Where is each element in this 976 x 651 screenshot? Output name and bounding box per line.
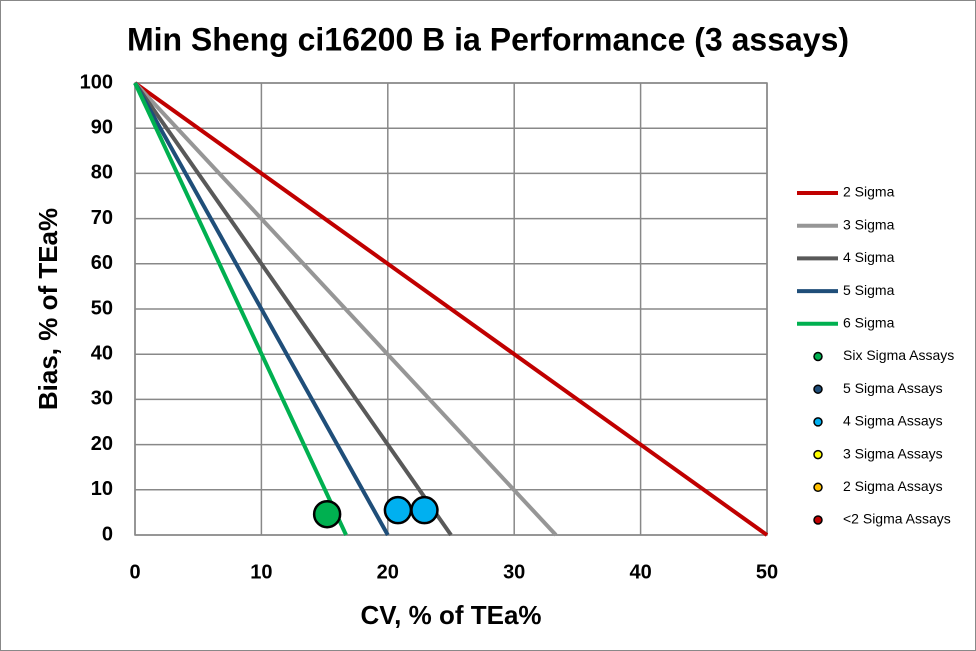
legend-label: Six Sigma Assays	[843, 347, 954, 363]
legend-label: 4 Sigma	[843, 249, 895, 265]
legend-swatch	[813, 449, 823, 460]
legend-swatch	[813, 351, 823, 362]
assay-point	[410, 495, 439, 525]
legend-label: 3 Sigma Assays	[843, 445, 943, 461]
legend-label: 5 Sigma Assays	[843, 380, 943, 396]
x-tick-label: 50	[756, 561, 778, 583]
legend-label: 5 Sigma	[843, 282, 895, 298]
legend-label: 3 Sigma	[843, 216, 895, 232]
x-tick-label: 10	[250, 561, 272, 583]
legend-label: <2 Sigma Assays	[843, 511, 951, 527]
sigma-line	[133, 82, 348, 536]
x-tick-label: 20	[377, 561, 399, 583]
y-tick-label: 0	[102, 523, 113, 545]
y-tick-label: 70	[91, 207, 113, 229]
sigma-line	[133, 82, 390, 536]
y-tick-label: 80	[91, 162, 113, 184]
legend-label: 2 Sigma Assays	[843, 478, 943, 494]
legend-swatch	[813, 515, 823, 525]
y-axis-label: Bias, % of TEa%	[33, 208, 63, 410]
legend-label: 4 Sigma Assays	[843, 413, 943, 429]
y-tick-label: 40	[91, 342, 113, 364]
y-tick-label: 10	[91, 478, 113, 500]
chart-title: Min Sheng ci16200 B ia Performance (3 as…	[127, 21, 849, 57]
y-tick-label: 60	[91, 252, 113, 274]
x-tick-label: 30	[503, 561, 525, 583]
y-tick-label: 20	[91, 433, 113, 455]
sigma-line	[133, 81, 558, 537]
y-tick-label: 50	[91, 297, 113, 319]
y-tick-label: 30	[91, 388, 113, 410]
x-tick-label: 40	[629, 561, 651, 583]
legend-swatch	[813, 384, 823, 394]
assay-point	[312, 499, 342, 529]
legend-swatch	[813, 482, 823, 493]
x-tick-label: 0	[129, 561, 140, 583]
legend-label: 6 Sigma	[843, 315, 895, 331]
sigma-line	[133, 81, 453, 537]
assay-point	[383, 495, 413, 525]
legend-label: 2 Sigma	[843, 184, 895, 200]
sigma-line	[133, 81, 769, 537]
x-axis-label: CV, % of TEa%	[360, 600, 541, 630]
y-tick-label: 100	[80, 71, 113, 93]
y-tick-label: 90	[91, 116, 113, 138]
legend-swatch	[813, 417, 823, 427]
